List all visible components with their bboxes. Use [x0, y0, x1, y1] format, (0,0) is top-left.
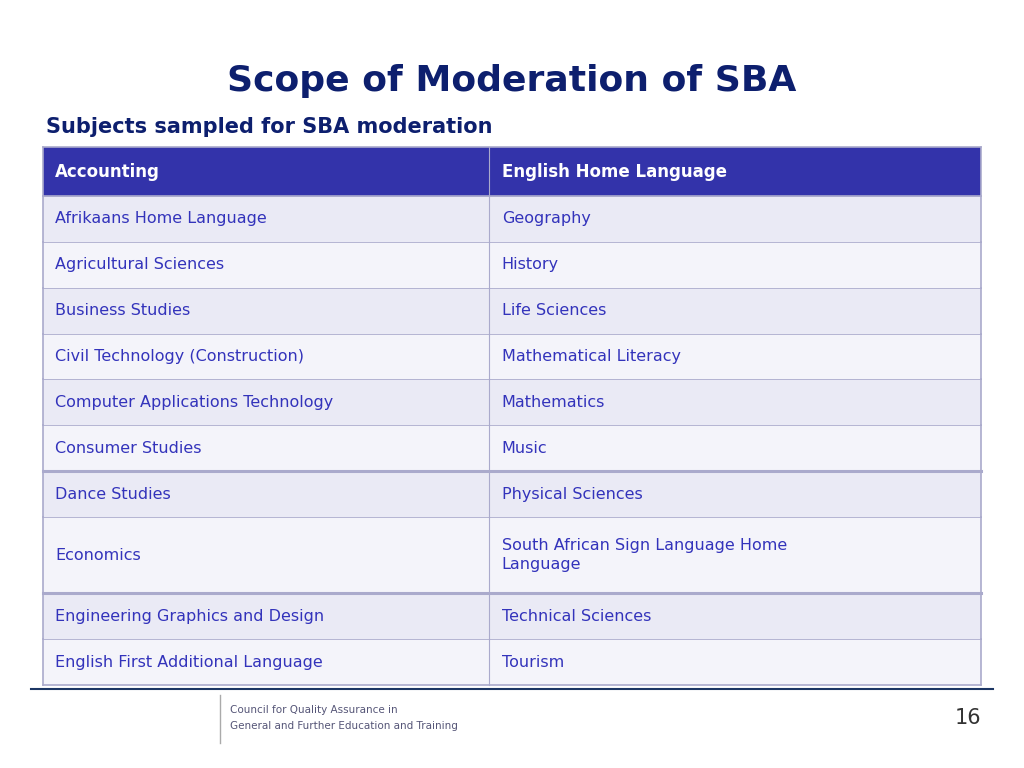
- Text: Afrikaans Home Language: Afrikaans Home Language: [55, 211, 267, 227]
- Text: English First Additional Language: English First Additional Language: [55, 654, 323, 670]
- Text: Tourism: Tourism: [502, 654, 564, 670]
- Text: Business Studies: Business Studies: [55, 303, 190, 318]
- Text: Engineering Graphics and Design: Engineering Graphics and Design: [55, 608, 325, 624]
- Text: Geography: Geography: [502, 211, 591, 227]
- Text: English Home Language: English Home Language: [502, 163, 727, 180]
- Text: Accounting: Accounting: [55, 163, 160, 180]
- Text: 16: 16: [954, 708, 981, 728]
- Bar: [43, 287, 981, 333]
- Text: Mathematics: Mathematics: [502, 395, 605, 410]
- Bar: [43, 518, 981, 593]
- Bar: [43, 147, 981, 196]
- Text: Computer Applications Technology: Computer Applications Technology: [55, 395, 334, 410]
- Bar: [43, 593, 981, 639]
- Text: Subjects sampled for SBA moderation: Subjects sampled for SBA moderation: [46, 117, 493, 137]
- Text: Consumer Studies: Consumer Studies: [55, 441, 202, 456]
- Text: Music: Music: [502, 441, 548, 456]
- Bar: [43, 196, 981, 242]
- Text: South African Sign Language Home
Language: South African Sign Language Home Languag…: [502, 538, 787, 572]
- Text: Physical Sciences: Physical Sciences: [502, 487, 642, 502]
- Text: Life Sciences: Life Sciences: [502, 303, 606, 318]
- Bar: [43, 639, 981, 685]
- Text: Civil Technology (Construction): Civil Technology (Construction): [55, 349, 304, 364]
- Bar: [43, 333, 981, 379]
- Text: Scope of Moderation of SBA: Scope of Moderation of SBA: [227, 64, 797, 98]
- Text: History: History: [502, 257, 559, 272]
- Text: General and Further Education and Training: General and Further Education and Traini…: [230, 720, 459, 731]
- Text: Economics: Economics: [55, 548, 141, 563]
- Bar: [43, 242, 981, 287]
- Text: Dance Studies: Dance Studies: [55, 487, 171, 502]
- Text: Mathematical Literacy: Mathematical Literacy: [502, 349, 681, 364]
- Text: Council for Quality Assurance in: Council for Quality Assurance in: [230, 705, 398, 716]
- Bar: [43, 379, 981, 425]
- Text: Technical Sciences: Technical Sciences: [502, 608, 651, 624]
- Text: UMALUSI: UMALUSI: [50, 713, 118, 725]
- Bar: [43, 425, 981, 472]
- Text: Agricultural Sciences: Agricultural Sciences: [55, 257, 224, 272]
- Bar: [43, 472, 981, 518]
